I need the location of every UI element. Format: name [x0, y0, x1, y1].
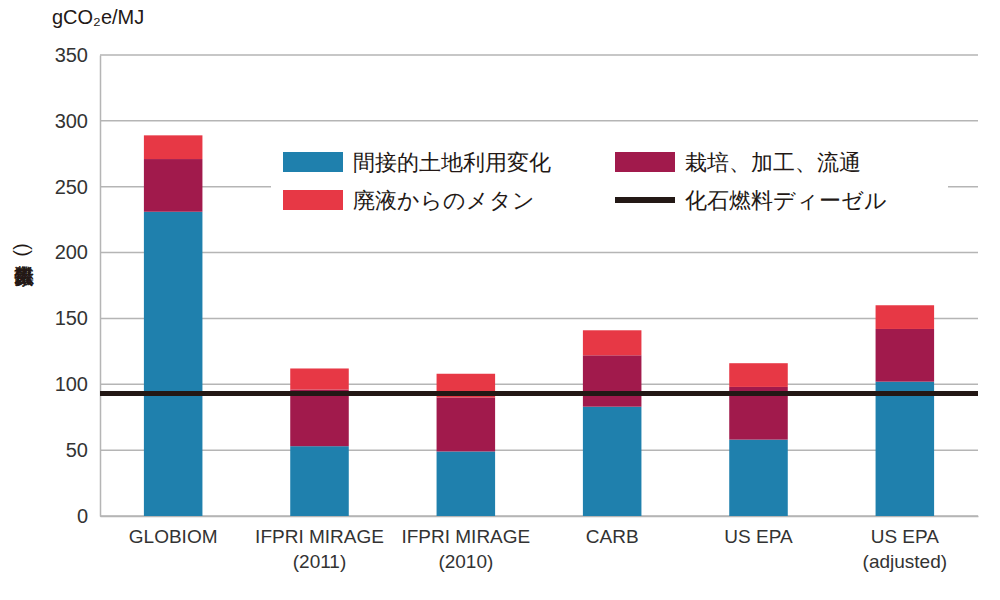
- y-unit: gCO₂e/MJ: [52, 6, 144, 28]
- legend-label: 栽培、加工、流通: [685, 150, 861, 175]
- y-tick: 50: [66, 439, 100, 461]
- bar-series: [144, 135, 934, 397]
- y-tick-label: 0: [77, 505, 88, 527]
- grid-line: [100, 54, 978, 56]
- legend-item: 化石燃料ディーゼル: [615, 188, 887, 213]
- x-tick-label-line: CARB: [586, 526, 639, 547]
- legend-label: 間接的土地利用変化: [353, 150, 551, 175]
- bar: [437, 397, 496, 451]
- grid-line: [100, 252, 978, 254]
- legend: 間接的土地利用変化 栽培、加工、流通廃液からのメタン 化石燃料ディーゼル: [271, 140, 948, 222]
- x-tick: US EPA (adjusted): [863, 516, 948, 572]
- y-tick: 100: [55, 373, 100, 395]
- y-tick: 0: [77, 505, 100, 527]
- x-tick-label: US EPA: [724, 526, 793, 547]
- legend-label: 廃液からのメタン: [353, 188, 535, 213]
- bar: [437, 451, 496, 516]
- x-tick-label-line: (adjusted): [863, 551, 948, 572]
- y-tick: 350: [55, 44, 100, 66]
- y-tick-label: 250: [55, 176, 88, 198]
- x-tick-label-line: IFPRI MIRAGE: [401, 526, 530, 547]
- bar: [876, 382, 935, 516]
- bar: [729, 363, 788, 387]
- bar: [876, 305, 935, 329]
- chart: 0 50 100 150 200 250 300 350 GLOBIOM IFPRI MIRAGE…: [0, 0, 1000, 600]
- x-tick-label: IFPRI MIRAGE (2011): [255, 526, 384, 572]
- x-tick-label-line: IFPRI MIRAGE: [255, 526, 384, 547]
- x-tick-label: US EPA (adjusted): [863, 526, 948, 572]
- bar-series: [144, 212, 934, 516]
- bar: [583, 355, 642, 406]
- y-tick-label: 300: [55, 110, 88, 132]
- y-axis: 0 50 100 150 200 250 300 350: [55, 44, 101, 527]
- legend-item: 間接的土地利用変化: [283, 150, 551, 175]
- legend-label: 化石燃料ディーゼル: [685, 188, 887, 213]
- x-tick-label-line: (2011): [293, 551, 347, 572]
- bar: [290, 446, 349, 516]
- x-axis: GLOBIOM IFPRI MIRAGE (2011) IFPRI MIRAGE (20…: [101, 516, 979, 572]
- legend-swatch: [283, 152, 343, 172]
- y-axis-line: [100, 56, 102, 517]
- x-tick: US EPA: [724, 516, 793, 547]
- x-tick-label-line: GLOBIOM: [129, 526, 218, 547]
- x-tick-label-line: US EPA: [724, 526, 793, 547]
- grid-line: [100, 449, 978, 451]
- y-tick: 200: [55, 241, 100, 263]
- bar: [729, 440, 788, 516]
- x-tick: IFPRI MIRAGE (2010): [401, 516, 530, 572]
- x-tick-label-line: US EPA: [871, 526, 940, 547]
- bar: [583, 407, 642, 516]
- x-tick: GLOBIOM: [129, 516, 218, 547]
- legend-swatch: [283, 190, 343, 210]
- y-tick-label: 150: [55, 307, 88, 329]
- x-tick-label: GLOBIOM: [129, 526, 218, 547]
- bar: [144, 135, 203, 159]
- grid-line: [100, 384, 978, 386]
- y-tick-label: 100: [55, 373, 88, 395]
- legend-swatch: [615, 197, 675, 203]
- reference-line: [100, 391, 978, 396]
- grid-line: [100, 120, 978, 122]
- x-tick: IFPRI MIRAGE (2011): [255, 516, 384, 572]
- grid-line: [100, 318, 978, 320]
- grid-line: [100, 515, 978, 517]
- y-tick: 150: [55, 307, 100, 329]
- y-label: (炭素排出係数): [13, 243, 35, 287]
- legend-background: [271, 140, 948, 222]
- y-tick-label: 350: [55, 44, 88, 66]
- y-tick: 300: [55, 110, 100, 132]
- legend-item: 栽培、加工、流通: [615, 150, 861, 175]
- y-tick-label: 200: [55, 241, 88, 263]
- legend-item: 廃液からのメタン: [283, 188, 535, 213]
- legend-swatch: [615, 152, 675, 172]
- x-tick-label: CARB: [586, 526, 639, 547]
- x-tick-label: IFPRI MIRAGE (2010): [401, 526, 530, 572]
- y-tick-label: 50: [66, 439, 88, 461]
- bar: [290, 390, 349, 447]
- x-tick-label-line: (2010): [438, 551, 493, 572]
- bar: [144, 212, 203, 516]
- y-tick: 250: [55, 176, 100, 198]
- x-tick: CARB: [586, 516, 639, 547]
- bar: [290, 368, 349, 389]
- plot-area: [100, 135, 978, 516]
- bar: [876, 329, 935, 382]
- x-axis-line: [101, 516, 979, 518]
- bar: [583, 330, 642, 355]
- grid: [100, 55, 978, 516]
- bar: [144, 159, 203, 212]
